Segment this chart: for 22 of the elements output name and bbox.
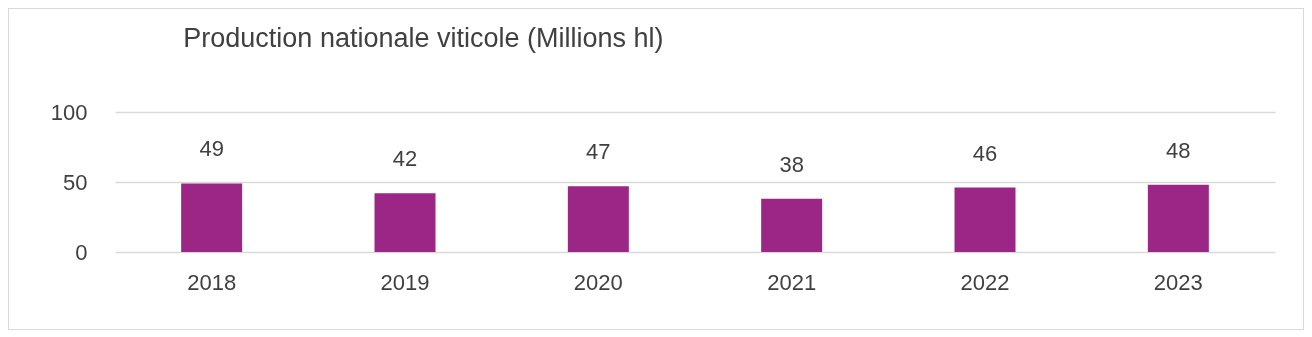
data-label: 42 (392, 146, 418, 172)
bar (761, 198, 823, 252)
bar (374, 193, 436, 252)
y-tick-label: 0 (75, 239, 88, 265)
x-tick-label: 2019 (380, 269, 430, 295)
x-tick-label: 2018 (187, 269, 237, 295)
y-tick-label: 100 (50, 99, 88, 125)
bar (181, 183, 243, 252)
bar (567, 186, 629, 252)
bar (1147, 184, 1209, 252)
data-label: 46 (972, 140, 998, 166)
y-tick-label: 50 (63, 169, 88, 195)
x-tick-label: 2020 (573, 269, 623, 295)
data-label: 49 (199, 136, 224, 162)
data-label: 47 (586, 139, 611, 165)
data-label: 38 (779, 151, 804, 177)
x-tick-label: 2022 (960, 269, 1010, 295)
chart-title: Production nationale viticole (Millions hl) (183, 23, 664, 53)
x-tick-label: 2021 (767, 269, 817, 295)
x-tick-label: 2023 (1153, 269, 1203, 295)
data-label: 48 (1166, 137, 1191, 163)
bar (954, 187, 1016, 252)
